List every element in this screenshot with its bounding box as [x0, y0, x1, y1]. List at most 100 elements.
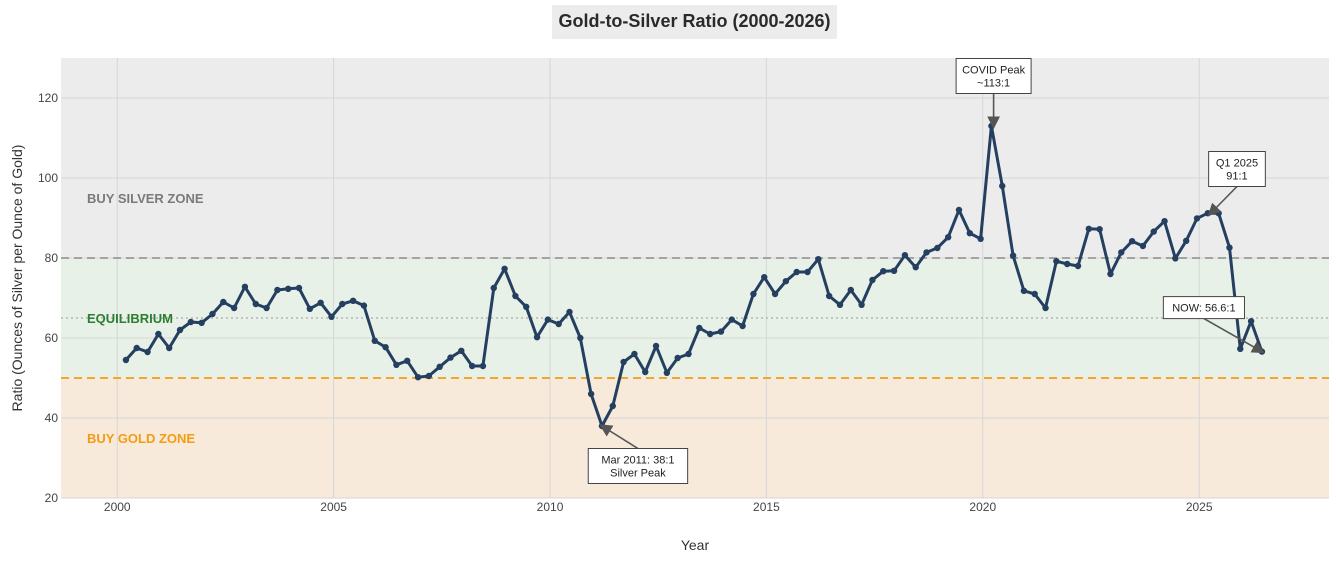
data-point — [479, 362, 487, 370]
data-point — [133, 344, 140, 352]
data-point — [966, 230, 974, 237]
data-point — [587, 390, 595, 398]
data-point — [642, 368, 649, 376]
data-point — [728, 316, 735, 323]
data-point — [274, 286, 281, 294]
data-point — [1053, 258, 1060, 265]
data-point — [836, 301, 844, 308]
data-point — [295, 284, 303, 292]
data-point — [501, 265, 508, 272]
data-point — [1107, 270, 1114, 278]
data-point — [761, 274, 768, 281]
data-point — [447, 354, 454, 361]
data-point — [317, 299, 324, 306]
data-point — [685, 350, 692, 358]
zone-band-2 — [61, 378, 1329, 498]
data-point — [804, 268, 811, 276]
annotation-box — [955, 58, 1032, 94]
data-point — [955, 206, 963, 214]
data-point — [825, 292, 833, 300]
data-point — [425, 372, 433, 380]
y-axis-title: Ratio (Ounces of Silver per Ounce of Gol… — [9, 145, 25, 412]
data-point — [566, 308, 573, 316]
series-line — [124, 124, 1264, 428]
data-point — [652, 342, 660, 350]
data-point — [533, 334, 541, 341]
x-tick-label: 2000 — [104, 500, 131, 514]
zone-label: BUY SILVER ZONE — [87, 191, 204, 206]
x-tick-label: 2025 — [1186, 500, 1213, 514]
data-point — [631, 350, 638, 358]
y-tick-label: 100 — [38, 171, 58, 185]
x-tick-label: 2010 — [537, 500, 564, 514]
data-point — [220, 298, 227, 306]
data-point — [912, 264, 919, 271]
data-point — [620, 358, 627, 366]
zone-label: BUY GOLD ZONE — [87, 431, 195, 446]
data-point — [674, 354, 681, 362]
x-tick-label: 2015 — [753, 500, 780, 514]
data-point — [230, 304, 238, 312]
data-point — [1118, 249, 1125, 256]
data-point — [328, 313, 335, 320]
data-point — [1074, 262, 1082, 270]
data-point — [696, 324, 703, 332]
x-axis-title: Year — [681, 537, 710, 553]
data-point — [1042, 304, 1049, 312]
data-point — [869, 276, 876, 284]
data-point — [847, 286, 854, 294]
y-tick-label: 20 — [45, 491, 59, 505]
data-point — [252, 300, 259, 308]
data-point — [122, 356, 130, 364]
data-point — [187, 318, 195, 326]
y-tick-label: 40 — [45, 411, 59, 425]
data-point — [923, 249, 930, 256]
data-point — [1139, 242, 1147, 250]
data-point — [706, 330, 714, 338]
data-point — [285, 285, 292, 292]
y-tick-label: 80 — [45, 251, 59, 265]
data-point — [750, 290, 757, 298]
y-tick-label: 60 — [45, 331, 59, 345]
data-point — [544, 316, 552, 323]
annotation-text: 91:1 — [1226, 171, 1247, 183]
annotation-text: Mar 2011: 38:1 — [601, 455, 674, 467]
data-point — [1172, 255, 1179, 262]
data-point — [490, 284, 497, 292]
data-point — [523, 303, 530, 310]
annotation-text: Silver Peak — [610, 468, 666, 480]
data-point — [858, 301, 865, 308]
data-point — [944, 234, 952, 241]
data-point — [771, 290, 779, 298]
data-point — [468, 362, 476, 370]
data-point — [901, 252, 909, 259]
chart-title: Gold-to-Silver Ratio (2000-2026) — [558, 11, 830, 31]
data-point — [1258, 348, 1266, 355]
x-tick-label: 2020 — [969, 500, 996, 514]
data-point — [1096, 226, 1103, 233]
data-point — [1020, 287, 1028, 294]
data-point — [198, 319, 205, 326]
data-point — [609, 402, 616, 410]
data-point — [512, 292, 519, 300]
data-point — [1063, 260, 1071, 268]
data-point — [371, 337, 378, 344]
annotation-arrow — [599, 424, 639, 450]
data-point — [393, 361, 400, 368]
data-point — [1237, 345, 1244, 352]
data-point — [717, 328, 725, 335]
data-point — [815, 256, 822, 263]
data-point — [577, 334, 584, 342]
data-point — [165, 344, 173, 352]
data-point — [306, 305, 314, 312]
data-point — [144, 348, 151, 356]
annotation-text: COVID Peak — [962, 65, 1025, 77]
data-point — [880, 268, 887, 275]
annotation-text: ~113:1 — [977, 78, 1010, 90]
annotation-box — [1162, 296, 1245, 320]
data-point — [663, 369, 671, 376]
data-point — [793, 268, 800, 276]
data-point — [360, 302, 368, 309]
data-point — [1161, 218, 1168, 225]
